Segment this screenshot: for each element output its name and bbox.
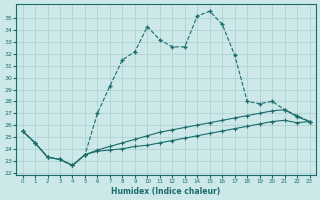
X-axis label: Humidex (Indice chaleur): Humidex (Indice chaleur) [111,187,221,196]
